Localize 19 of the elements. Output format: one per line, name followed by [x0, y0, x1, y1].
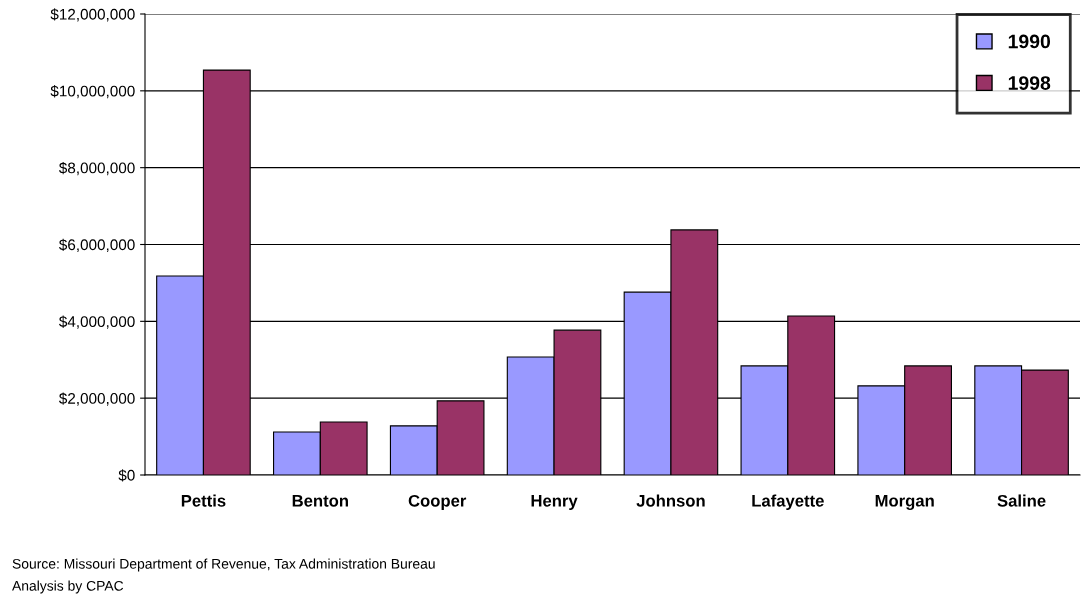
y-tick-label: $2,000,000: [58, 392, 135, 406]
y-tick-label: $10,000,000: [50, 85, 135, 99]
y-tick-label: $6,000,000: [58, 238, 135, 252]
text: Analysis by CPAC: [12, 580, 124, 594]
x-tick-label: Pettis: [181, 494, 226, 507]
x-tick-label: Benton: [292, 495, 348, 507]
legend-label: 1990: [1008, 34, 1051, 49]
source-note: Source: Missouri Department of Revenue, Tax Administration Bureau: [12, 558, 435, 572]
x-tick-label: Cooper: [408, 494, 467, 510]
x-tick-label: Johnson: [636, 494, 705, 507]
x-tick-label: Henry: [531, 495, 578, 510]
x-tick-label: Lafayette: [752, 494, 824, 510]
y-tick-label: $4,000,000: [58, 315, 135, 329]
y-tick-label: $12,000,000: [50, 8, 135, 22]
legend-label: 1998: [1008, 76, 1051, 90]
y-tick-label: $0: [118, 469, 135, 482]
y-tick-label: $8,000,000: [58, 161, 135, 176]
x-tick-label: Saline: [997, 494, 1046, 507]
x-tick-label: Morgan: [875, 494, 934, 510]
